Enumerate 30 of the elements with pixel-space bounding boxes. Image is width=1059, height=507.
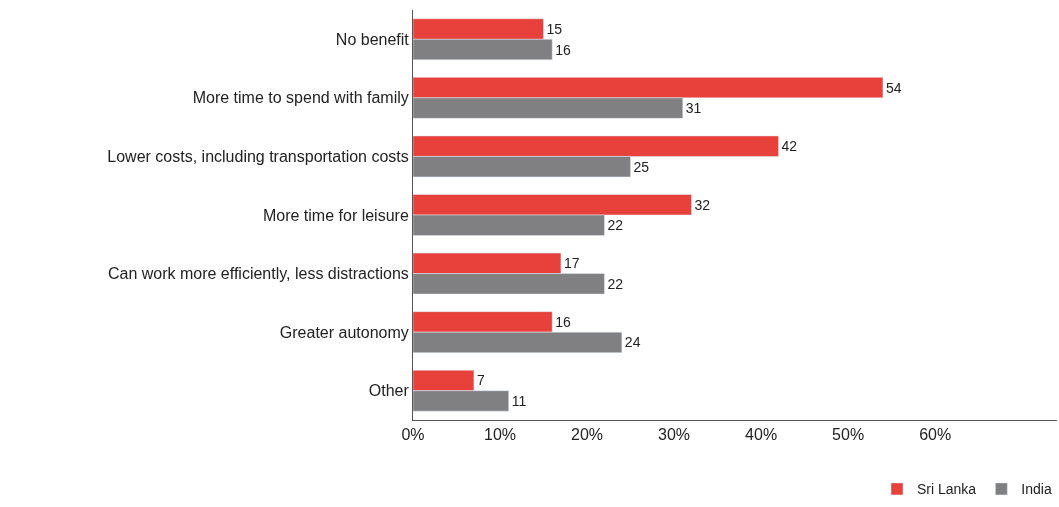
legend-label: Sri Lanka: [917, 481, 977, 498]
data-label: 17: [563, 255, 580, 272]
data-label: 22: [607, 275, 624, 292]
data-label: 11: [511, 392, 527, 409]
data-label: 42: [781, 138, 798, 155]
x-tick-label: 40%: [745, 426, 778, 444]
y-tick-label: More time for leisure: [262, 206, 409, 224]
data-label: 54: [885, 79, 902, 96]
y-tick-label: Other: [368, 382, 410, 400]
data-label: 25: [633, 158, 650, 175]
x-tick-label: 50%: [832, 426, 865, 444]
data-label: 16: [555, 313, 572, 330]
data-label: 32: [694, 196, 711, 213]
data-label: 7: [476, 372, 485, 389]
y-tick-label: No benefit: [335, 30, 410, 48]
data-label: 16: [555, 41, 572, 58]
x-tick-label: 60%: [919, 426, 952, 444]
x-tick-label: 20%: [571, 426, 604, 444]
y-tick-label: More time to spend with family: [192, 89, 409, 107]
y-tick-label: Greater autonomy: [279, 323, 409, 341]
data-label: 15: [546, 21, 563, 38]
x-tick-label: 0%: [401, 426, 425, 444]
y-tick-label: Lower costs, including transportation costs: [107, 148, 409, 166]
data-label: 31: [685, 100, 702, 117]
legend-label: India: [1021, 481, 1052, 498]
y-tick-label: Can work more efficiently, less distractions: [107, 265, 409, 283]
x-tick-label: 10%: [484, 426, 517, 444]
data-label: 24: [624, 334, 641, 351]
data-label: 22: [607, 217, 624, 234]
x-tick-label: 30%: [658, 426, 691, 444]
